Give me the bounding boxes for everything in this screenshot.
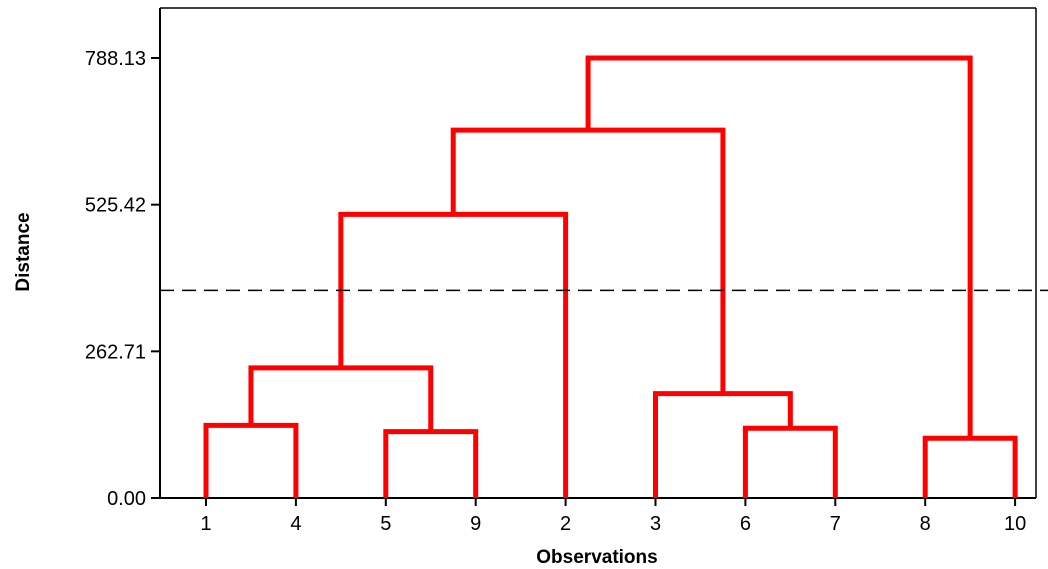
dendrogram-link-A xyxy=(203,422,299,498)
x-tick-label: 8 xyxy=(920,513,931,535)
dendrogram-link-E xyxy=(742,425,838,498)
y-tick-label: 0.00 xyxy=(107,488,146,510)
x-tick-label: 4 xyxy=(290,513,301,535)
plot-frame xyxy=(159,7,1037,499)
x-tick-label: 2 xyxy=(560,513,571,535)
x-tick-label: 6 xyxy=(740,513,751,535)
dendrogram-link-C xyxy=(248,365,434,432)
x-axis-ticks: 1 4 5 9 2 3 6 7 8 10 xyxy=(200,498,1026,535)
x-tick-label: 1 xyxy=(200,513,211,535)
y-tick-label: 525.42 xyxy=(85,195,146,217)
x-tick-label: 5 xyxy=(380,513,391,535)
x-tick-label: 9 xyxy=(470,513,481,535)
dendrogram-link-B xyxy=(383,429,479,498)
y-axis-ticks: 0.00 262.71 525.42 788.13 xyxy=(85,48,160,510)
dendrogram-link-D xyxy=(338,211,569,498)
dendrogram-link-H xyxy=(922,435,1018,498)
dendrogram-link-F xyxy=(653,391,793,498)
x-axis-title: Observations xyxy=(536,547,657,568)
x-tick-label: 7 xyxy=(830,513,841,535)
x-tick-label: 3 xyxy=(650,513,661,535)
dendrogram-link-I xyxy=(585,55,973,439)
dendrogram-link-G xyxy=(450,127,726,394)
y-axis-title: Distance xyxy=(13,212,34,291)
x-tick-label: 10 xyxy=(1004,513,1026,535)
y-tick-label: 788.13 xyxy=(85,48,146,70)
dendrogram-links xyxy=(203,55,1018,498)
y-tick-label: 262.71 xyxy=(85,341,146,363)
